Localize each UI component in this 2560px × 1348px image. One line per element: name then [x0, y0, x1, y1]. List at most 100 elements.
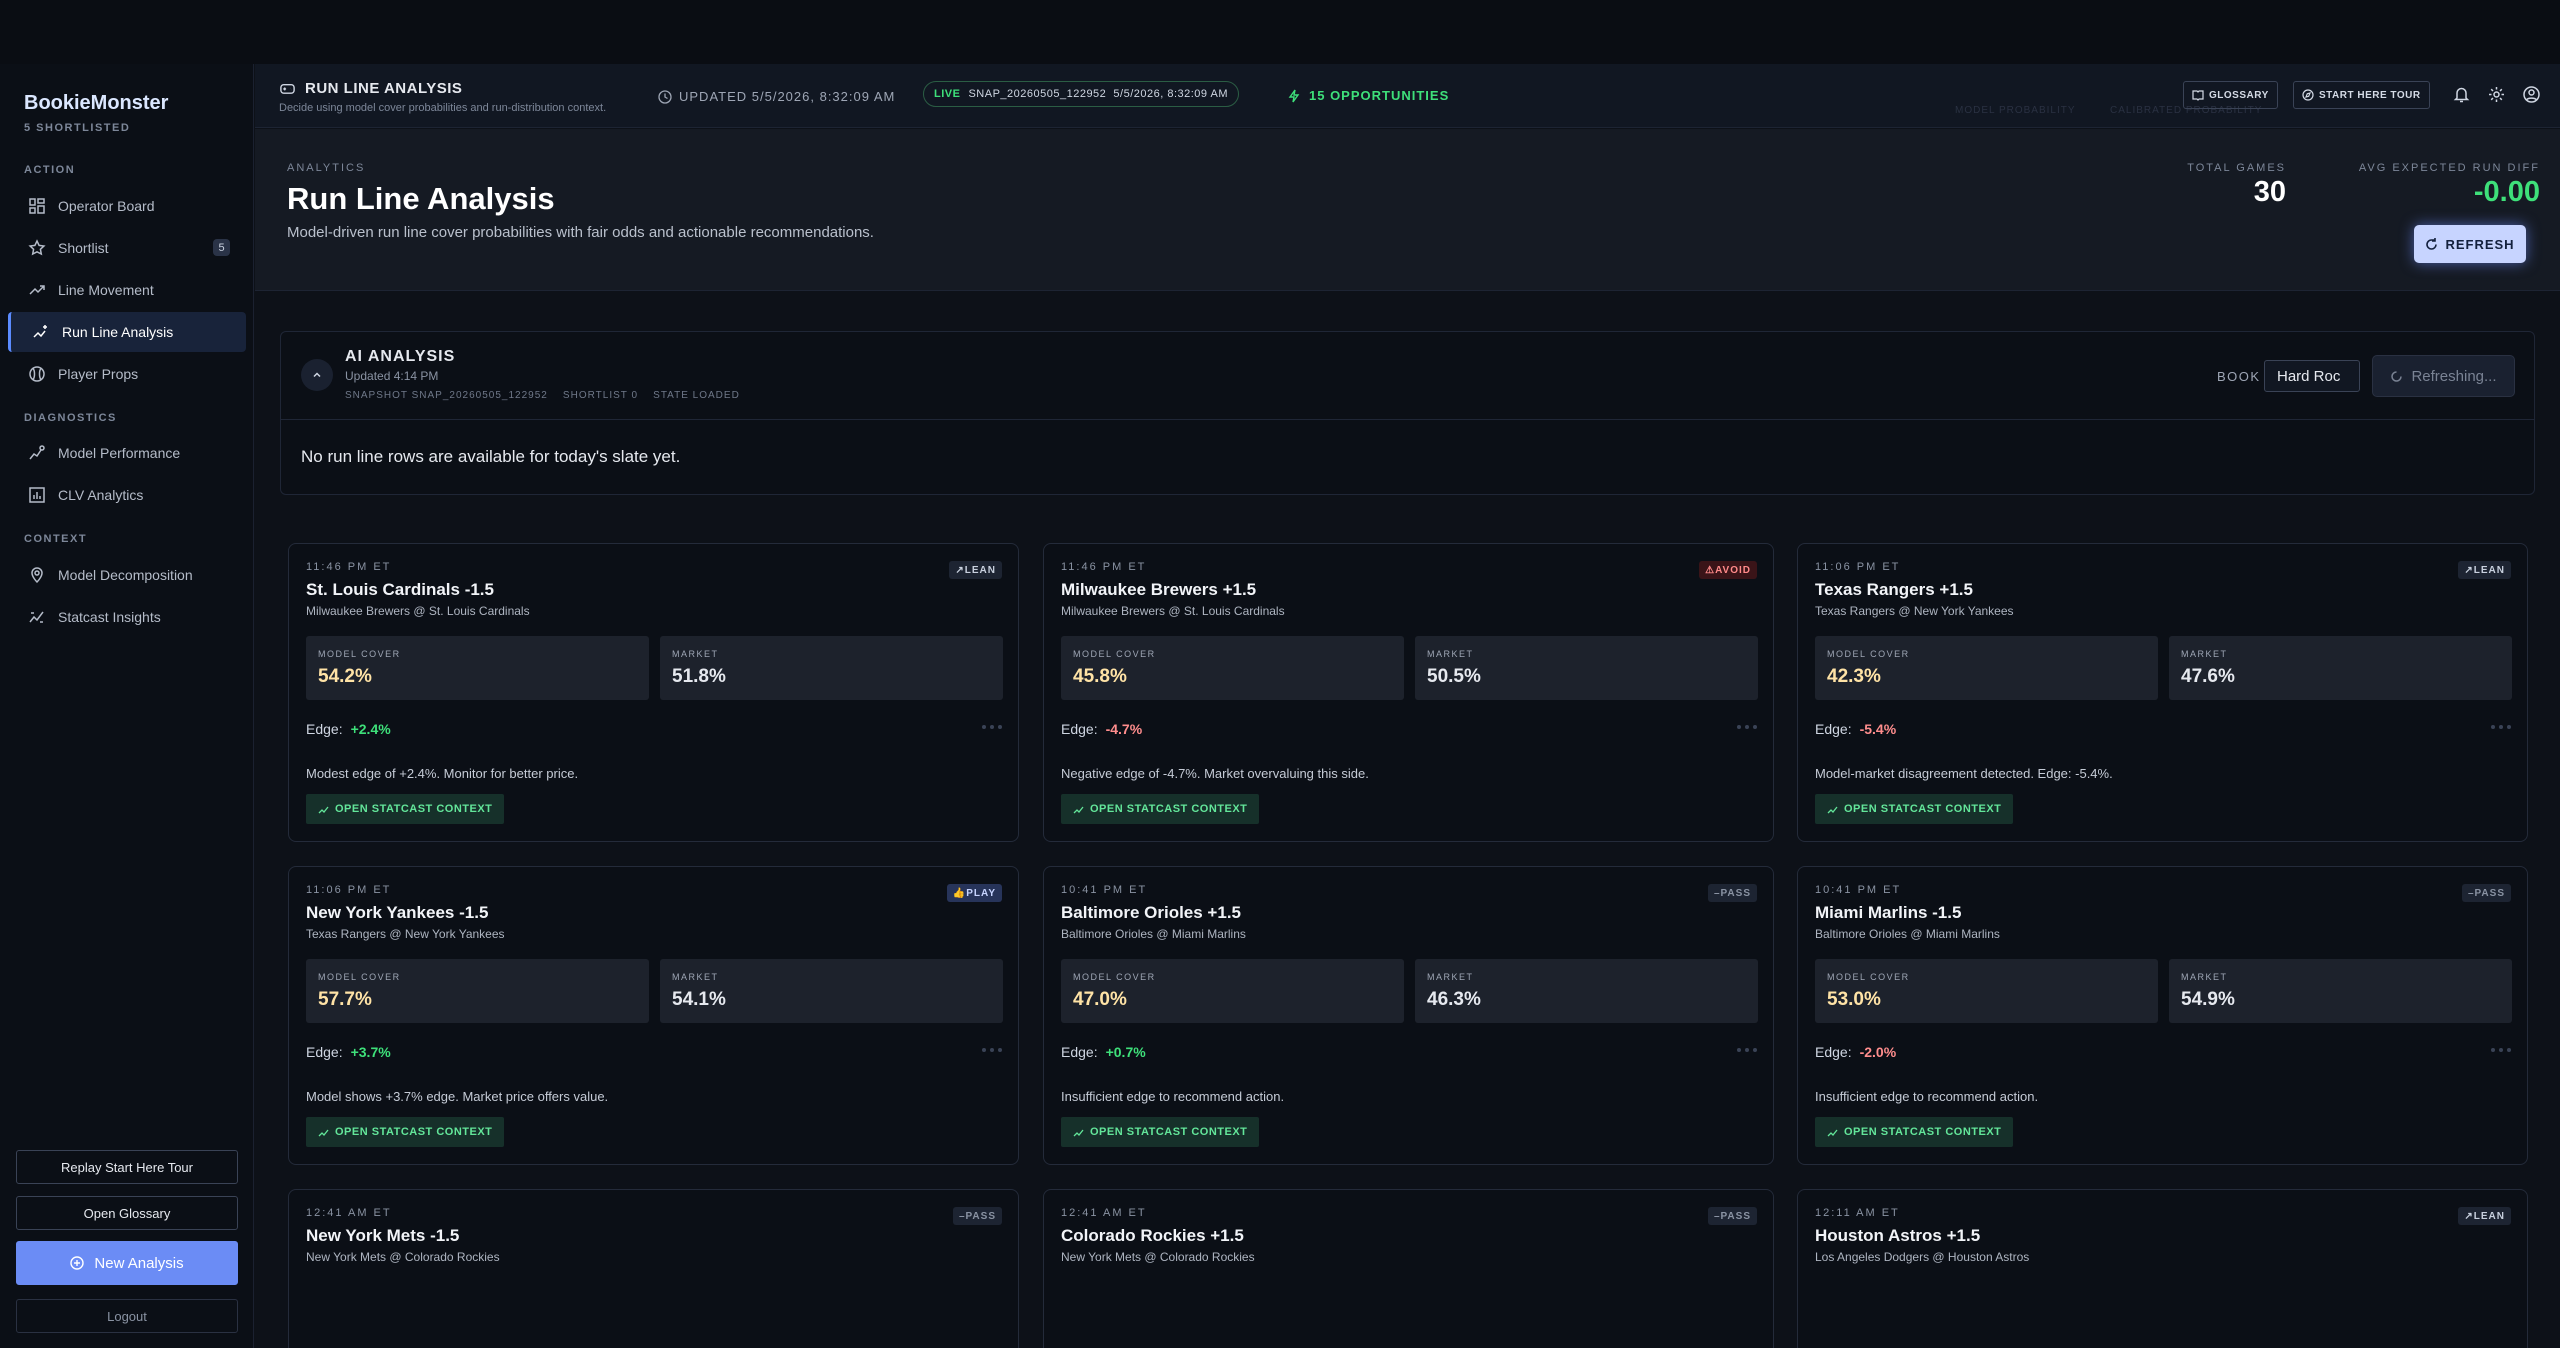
badge-icon: – [2467, 887, 2475, 899]
market-metric: MARKET 51.8% [660, 636, 1003, 700]
statcast-icon [318, 1129, 329, 1136]
more-dots-icon[interactable] [982, 1048, 1002, 1052]
sidebar-item-player-props[interactable]: Player Props [8, 354, 246, 394]
model-cover-value: 54.2% [318, 666, 372, 687]
section-action: ACTION [24, 164, 76, 176]
model-icon [29, 445, 45, 460]
card-note: Modest edge of +2.4%. Monitor for better… [306, 766, 579, 781]
plus-circle-icon [70, 1256, 85, 1270]
more-dots-icon[interactable] [1737, 725, 1757, 729]
metric-label: MODEL COVER [1827, 649, 1910, 659]
start-tour-button[interactable]: START HERE TOUR [2293, 81, 2430, 109]
new-analysis-button[interactable]: New Analysis [16, 1241, 238, 1285]
run-line-card[interactable]: 12:41 AM ET – PASS Colorado Rockies +1.5… [1043, 1189, 1774, 1348]
badge-label: PASS [1720, 1210, 1751, 1222]
compass-icon [2302, 89, 2314, 101]
metric-label: MARKET [2181, 972, 2228, 982]
open-statcast-context-button[interactable]: OPEN STATCAST CONTEXT [1061, 1117, 1260, 1147]
run-line-card[interactable]: 12:11 AM ET ↗ LEAN Houston Astros +1.5 L… [1797, 1189, 2528, 1348]
more-dots-icon[interactable] [2491, 1048, 2511, 1052]
refreshing-label: Refreshing... [2411, 367, 2497, 385]
sidebar-item-model-decomposition[interactable]: Model Decomposition [8, 555, 246, 595]
statcast-icon [318, 806, 329, 813]
book-select[interactable]: Hard Roc [2264, 360, 2360, 392]
open-statcast-context-button[interactable]: OPEN STATCAST CONTEXT [306, 794, 505, 824]
section-context: CONTEXT [24, 533, 88, 545]
sidebar-item-label: Model Performance [58, 445, 181, 461]
collapse-toggle[interactable] [301, 359, 333, 391]
sidebar-item-label: Line Movement [58, 282, 154, 298]
bell-icon[interactable] [2452, 85, 2471, 104]
glossary-label: GLOSSARY [2209, 89, 2269, 101]
ghost-model-probability: MODEL PROBABILITY [1955, 105, 2076, 116]
run-line-card[interactable]: 11:06 PM ET ↗ LEAN Texas Rangers +1.5 Te… [1797, 543, 2528, 842]
replay-tour-button[interactable]: Replay Start Here Tour [16, 1150, 238, 1184]
market-value: 54.9% [2181, 989, 2235, 1010]
recommendation-badge: ↗ LEAN [949, 561, 1002, 579]
game-time: 10:41 PM ET [1815, 884, 1902, 896]
ghost-calibrated-probability: CALIBRATED PROBABILITY [2110, 105, 2263, 116]
ai-updated: Updated 4:14 PM [345, 369, 439, 383]
run-line-card[interactable]: 11:06 PM ET 👍 PLAY New York Yankees -1.5… [288, 866, 1019, 1165]
card-note: Model-market disagreement detected. Edge… [1815, 766, 2113, 781]
card-title: New York Mets -1.5 [306, 1226, 460, 1245]
run-line-card[interactable]: 12:41 AM ET – PASS New York Mets -1.5 Ne… [288, 1189, 1019, 1348]
more-dots-icon[interactable] [2491, 725, 2511, 729]
market-value: 50.5% [1427, 666, 1481, 687]
run-line-card[interactable]: 11:46 PM ET ↗ LEAN St. Louis Cardinals -… [288, 543, 1019, 842]
logout-button[interactable]: Logout [16, 1299, 238, 1333]
statcast-label: OPEN STATCAST CONTEXT [335, 1126, 493, 1138]
sidebar-item-label: Run Line Analysis [62, 324, 174, 340]
page-title: Run Line Analysis [287, 181, 555, 216]
statcast-icon [1827, 806, 1838, 813]
run-line-card[interactable]: 11:46 PM ET ⚠ AVOID Milwaukee Brewers +1… [1043, 543, 1774, 842]
sidebar-item-operator-board[interactable]: Operator Board [8, 186, 246, 226]
edge-label: Edge: [1815, 1044, 1852, 1060]
open-glossary-button[interactable]: Open Glossary [16, 1196, 238, 1230]
run-line-card[interactable]: 10:41 PM ET – PASS Baltimore Orioles +1.… [1043, 866, 1774, 1165]
refreshing-button[interactable]: Refreshing... [2372, 355, 2515, 397]
sidebar-item-line-movement[interactable]: Line Movement [8, 270, 246, 310]
badge-label: LEAN [2473, 1210, 2505, 1222]
edge-label: Edge: [1061, 721, 1098, 737]
metric-label: MODEL COVER [1073, 649, 1156, 659]
sidebar-item-statcast-insights[interactable]: Statcast Insights [8, 597, 246, 637]
more-dots-icon[interactable] [1737, 1048, 1757, 1052]
game-time: 11:06 PM ET [1815, 561, 1901, 573]
more-dots-icon[interactable] [982, 725, 1002, 729]
card-note: Model shows +3.7% edge. Market price off… [306, 1089, 609, 1104]
card-title: Milwaukee Brewers +1.5 [1061, 580, 1257, 599]
model-cover-metric: MODEL COVER 47.0% [1061, 959, 1404, 1023]
sidebar-item-label: Shortlist [58, 240, 109, 256]
glossary-button[interactable]: GLOSSARY [2183, 81, 2278, 109]
sidebar-item-model-performance[interactable]: Model Performance [8, 433, 246, 473]
open-statcast-context-button[interactable]: OPEN STATCAST CONTEXT [1815, 794, 2014, 824]
gear-icon[interactable] [2487, 85, 2506, 104]
opportunities-count[interactable]: 15 OPPORTUNITIES [1287, 88, 1449, 103]
metric-label: MODEL COVER [318, 972, 401, 982]
sidebar-item-label: CLV Analytics [58, 487, 144, 503]
brand-logo[interactable]: BookieMonster [24, 92, 169, 114]
edge-row: Edge: -2.0% [1815, 1044, 1896, 1060]
statcast-icon [29, 611, 44, 623]
open-statcast-context-button[interactable]: OPEN STATCAST CONTEXT [1061, 794, 1260, 824]
open-statcast-context-button[interactable]: OPEN STATCAST CONTEXT [306, 1117, 505, 1147]
sidebar-item-clv-analytics[interactable]: CLV Analytics [8, 475, 246, 515]
card-matchup: Milwaukee Brewers @ St. Louis Cardinals [306, 604, 530, 618]
user-avatar-icon[interactable] [2522, 85, 2541, 104]
badge-label: PASS [2474, 887, 2505, 899]
clock-icon [658, 89, 672, 104]
run-line-card[interactable]: 10:41 PM ET – PASS Miami Marlins -1.5 Ba… [1797, 866, 2528, 1165]
badge-icon: 👍 [952, 887, 967, 899]
header-title: RUN LINE ANALYSIS [305, 80, 463, 97]
market-metric: MARKET 54.9% [2169, 959, 2512, 1023]
refresh-label: REFRESH [2445, 236, 2515, 252]
metric-label: MARKET [2181, 649, 2228, 659]
sidebar-item-shortlist[interactable]: Shortlist 5 [8, 228, 246, 268]
model-cover-value: 42.3% [1827, 666, 1881, 687]
refresh-button[interactable]: REFRESH [2414, 225, 2526, 263]
recommendation-badge: ↗ LEAN [2458, 561, 2511, 579]
open-statcast-context-button[interactable]: OPEN STATCAST CONTEXT [1815, 1117, 2014, 1147]
sidebar-item-run-line-analysis[interactable]: Run Line Analysis [8, 312, 246, 352]
recommendation-badge: – PASS [1707, 884, 1757, 902]
